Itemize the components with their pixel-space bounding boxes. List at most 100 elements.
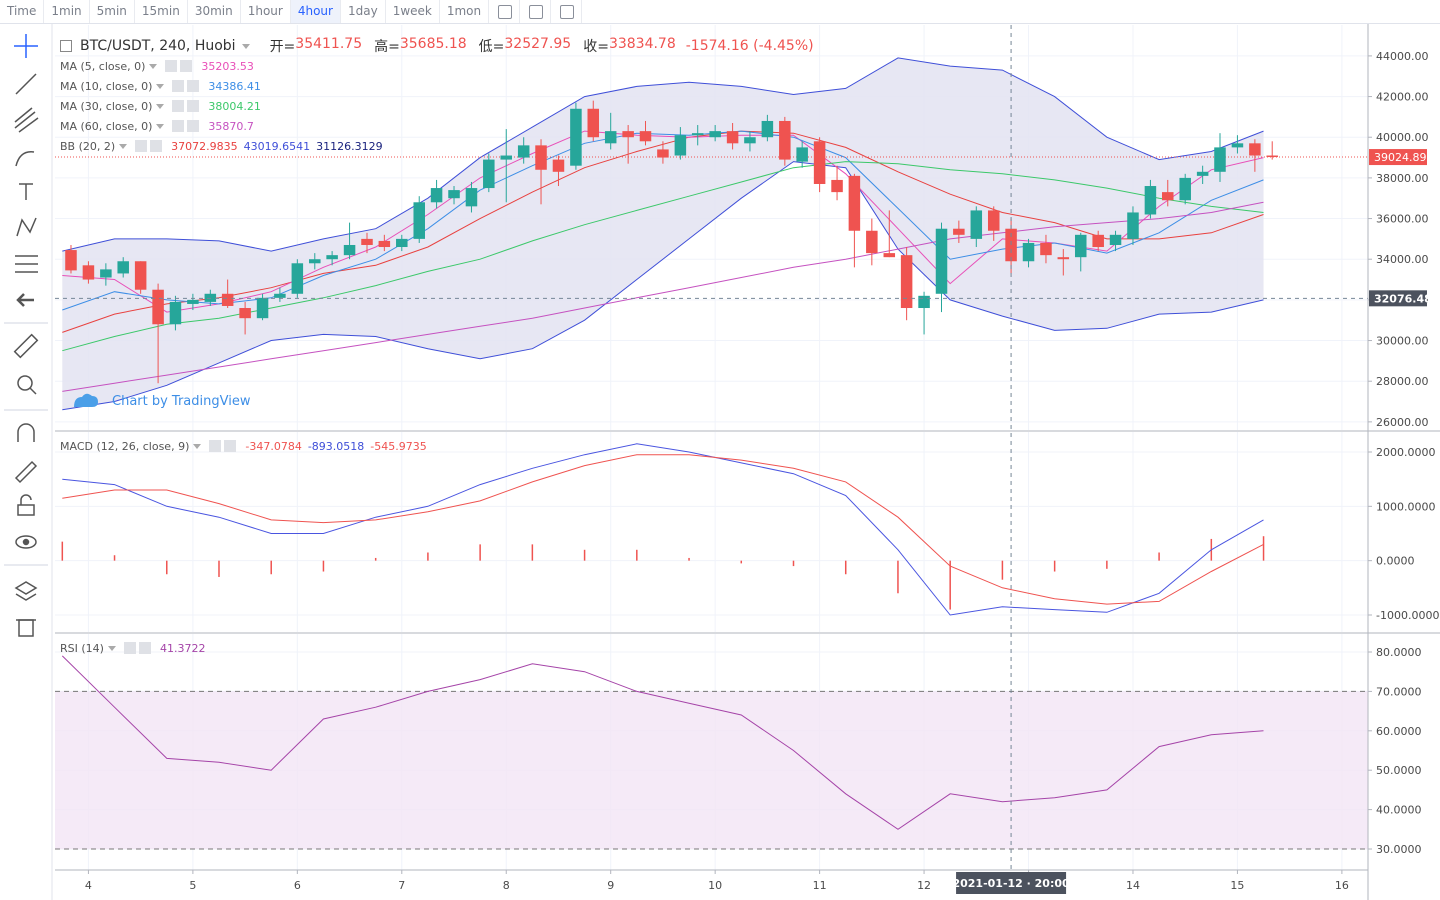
candle-body bbox=[866, 230, 878, 254]
y-tick-label: 1000.0000 bbox=[1376, 500, 1436, 513]
bb-fill bbox=[62, 57, 1264, 410]
interval-button[interactable]: 1week bbox=[386, 0, 440, 23]
y-tick-label: 26000.00 bbox=[1376, 416, 1429, 429]
candle-body bbox=[291, 263, 304, 294]
candle-body bbox=[970, 210, 983, 239]
candle-body bbox=[709, 131, 721, 138]
candle-body bbox=[169, 301, 182, 325]
ma-line bbox=[62, 201, 1264, 392]
interval-button[interactable]: 30min bbox=[188, 0, 241, 23]
candle-body bbox=[309, 259, 321, 264]
candle-body bbox=[1214, 147, 1226, 172]
interval-button[interactable]: 1day bbox=[341, 0, 386, 23]
toolbar-icon-button[interactable] bbox=[520, 0, 552, 23]
candle-body bbox=[1040, 242, 1052, 256]
interval-toolbar: Time 1min 5min 15min 30min 1hour 4hour 1day 1wee… bbox=[0, 0, 1440, 24]
candle-body bbox=[796, 147, 808, 162]
candle-body bbox=[604, 131, 617, 144]
icon bbox=[560, 5, 575, 19]
candle-body bbox=[343, 244, 356, 256]
candle-body bbox=[82, 265, 95, 280]
icon bbox=[498, 5, 513, 19]
ruler-tool[interactable] bbox=[13, 333, 39, 359]
candle-body bbox=[918, 295, 930, 309]
candle-body bbox=[1231, 143, 1244, 148]
candle-body bbox=[100, 269, 112, 278]
interval-button[interactable]: Time bbox=[0, 0, 45, 23]
interval-button[interactable]: 1hour bbox=[241, 0, 291, 23]
x-tick-label: 10 bbox=[708, 879, 722, 892]
fib-tool[interactable] bbox=[15, 255, 38, 273]
y-tick-label: 80.0000 bbox=[1376, 646, 1422, 659]
candle-body bbox=[744, 137, 756, 144]
back-tool[interactable] bbox=[16, 293, 34, 307]
watermark: Chart by TradingView bbox=[112, 394, 251, 409]
candle-body bbox=[378, 240, 391, 248]
candle-body bbox=[987, 210, 1000, 231]
icon bbox=[529, 5, 544, 19]
watermark-logo bbox=[74, 393, 98, 407]
candle-body bbox=[1022, 242, 1035, 262]
candle-body bbox=[691, 133, 704, 136]
x-tick-label: 8 bbox=[503, 879, 510, 892]
candle-body bbox=[813, 141, 826, 184]
visibility-tool[interactable] bbox=[15, 535, 37, 549]
y-tick-label: 60.0000 bbox=[1376, 725, 1422, 738]
x-tick-label: 6 bbox=[294, 879, 301, 892]
lock-tool[interactable] bbox=[17, 494, 35, 516]
magnet-tool[interactable] bbox=[17, 423, 35, 442]
crosshair-tool[interactable] bbox=[14, 34, 38, 58]
text-tool[interactable] bbox=[19, 183, 33, 200]
candle-body bbox=[535, 145, 547, 170]
y-tick-label: 44000.00 bbox=[1376, 50, 1429, 63]
layers-tool[interactable] bbox=[14, 581, 38, 601]
zoom-tool[interactable] bbox=[17, 375, 37, 395]
remove-tool[interactable] bbox=[16, 619, 36, 637]
stay-drawing-tool[interactable] bbox=[14, 460, 38, 484]
candle-body bbox=[117, 261, 129, 274]
candle-body bbox=[1196, 171, 1209, 176]
toolbar-icon-button[interactable] bbox=[551, 0, 583, 23]
interval-button[interactable]: 1min bbox=[44, 0, 90, 23]
macd-line bbox=[62, 443, 1264, 616]
price-pane bbox=[55, 57, 1368, 411]
y-tick-label: 2000.0000 bbox=[1376, 446, 1436, 459]
candle-body bbox=[274, 293, 286, 298]
crosshair-price-label: 32076.48 bbox=[1374, 292, 1432, 305]
candle-body bbox=[761, 120, 774, 138]
interval-button[interactable]: 4hour bbox=[290, 0, 341, 23]
interval-button[interactable]: 15min bbox=[135, 0, 188, 23]
candle-body bbox=[831, 179, 843, 193]
candle-body bbox=[430, 188, 443, 203]
y-tick-label: 30.0000 bbox=[1376, 843, 1422, 856]
interval-button[interactable]: 5min bbox=[90, 0, 135, 23]
candle-body bbox=[326, 255, 338, 260]
brush-tool[interactable] bbox=[15, 151, 35, 167]
pattern-tool[interactable] bbox=[16, 217, 37, 237]
x-tick-label: 12 bbox=[917, 879, 931, 892]
crosshair-price-box bbox=[1369, 290, 1427, 307]
x-tick-label: 15 bbox=[1230, 879, 1244, 892]
toolbar-icon-button[interactable] bbox=[489, 0, 521, 23]
candle-body bbox=[448, 190, 460, 199]
candle-body bbox=[239, 308, 251, 319]
crosshair-date-box bbox=[956, 872, 1067, 894]
trend-line-tool[interactable] bbox=[15, 73, 37, 95]
y-tick-label: 30000.00 bbox=[1376, 335, 1429, 348]
x-tick-label: 9 bbox=[607, 879, 614, 892]
y-tick-label: 42000.00 bbox=[1376, 91, 1429, 104]
left-toolbar bbox=[4, 34, 48, 637]
y-tick-label: -1000.0000 bbox=[1376, 609, 1439, 622]
candle-body bbox=[187, 299, 199, 304]
candle-body bbox=[552, 159, 565, 172]
candle-body bbox=[848, 175, 861, 231]
candle-body bbox=[674, 135, 687, 156]
candle-body bbox=[883, 253, 896, 258]
y-tick-label: 38000.00 bbox=[1376, 172, 1429, 185]
pitchfork-tool[interactable] bbox=[14, 107, 39, 133]
rsi-band bbox=[55, 691, 1368, 850]
x-tick-label: 11 bbox=[813, 879, 827, 892]
candle-body bbox=[1249, 143, 1261, 156]
interval-button[interactable]: 1mon bbox=[440, 0, 490, 23]
